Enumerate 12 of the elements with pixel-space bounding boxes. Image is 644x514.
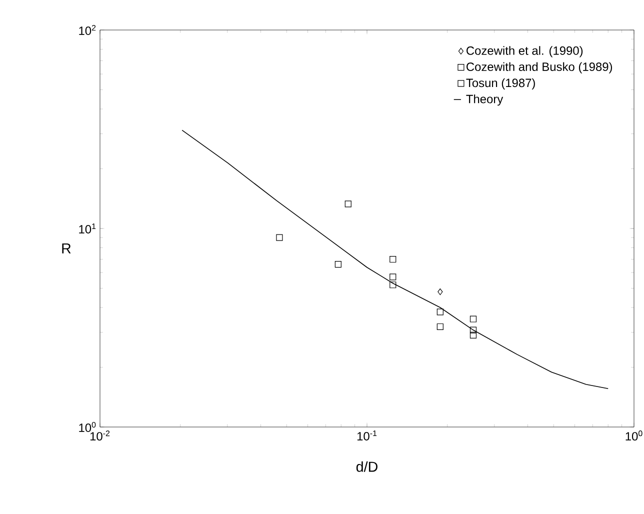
y-tick-label: 10$^{1}$ (79, 224, 96, 234)
y-tick-label: 10$^{0}$ (79, 422, 96, 432)
x-tick-label: 10$^{-1}$ (357, 430, 377, 440)
legend-label: Theory (466, 94, 504, 106)
x-axis-title: d/D (356, 461, 378, 472)
x-tick-label: 10$^{-2}$ (90, 430, 110, 441)
legend-label: Tosun (1987) (466, 78, 535, 90)
x-tick-label: 10$^{0}$ (626, 430, 642, 441)
legend-label: Cozewith and Busko (1989) (466, 62, 612, 74)
legend-label: Cozewith et al. (1990) (466, 46, 583, 58)
y-axis-title: R (62, 243, 71, 254)
y-tick-label: 10$^{2}$ (79, 24, 96, 35)
